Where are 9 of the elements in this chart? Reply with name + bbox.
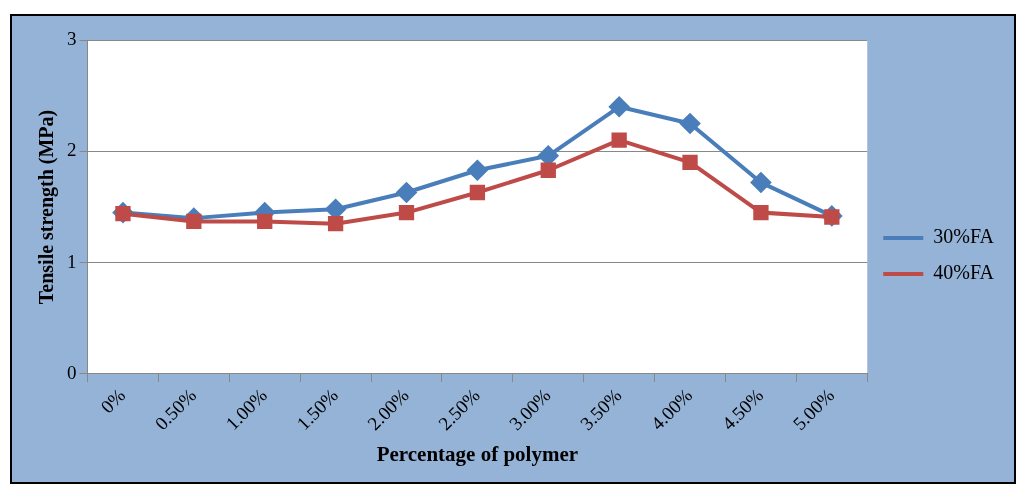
legend-label: 40%FA [933, 261, 995, 284]
y-tick-label: 3 [67, 27, 77, 49]
y-tick-label: 0 [67, 361, 77, 383]
y-axis-title: Tensile strength (MPa) [35, 109, 59, 305]
y-tick-label: 1 [67, 250, 77, 272]
legend-label: 30%FA [933, 225, 995, 248]
x-tick-label: 0% [96, 384, 130, 418]
x-axis-title: Percentage of polymer [376, 441, 579, 466]
y-tick-label: 2 [67, 139, 77, 161]
